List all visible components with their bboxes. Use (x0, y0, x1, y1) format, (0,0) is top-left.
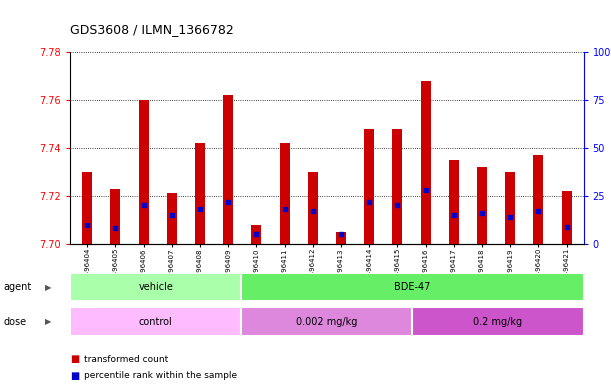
Bar (241, 307, 412, 336)
Bar (412, 307, 584, 336)
Text: dose: dose (3, 316, 26, 327)
Text: 0.002 mg/kg: 0.002 mg/kg (296, 316, 357, 327)
Text: agent: agent (3, 282, 31, 292)
Bar (223, 95, 233, 244)
Bar (167, 194, 177, 244)
Bar (70, 307, 241, 336)
Text: BDE-47: BDE-47 (394, 282, 431, 292)
Bar (111, 189, 120, 244)
Bar (336, 232, 346, 244)
Bar (308, 172, 318, 244)
Bar (505, 172, 515, 244)
Text: ■: ■ (70, 354, 79, 364)
Bar (82, 172, 92, 244)
Bar (562, 191, 571, 244)
Bar (241, 273, 584, 301)
Bar (533, 155, 543, 244)
Bar (70, 273, 241, 301)
Text: 0.2 mg/kg: 0.2 mg/kg (474, 316, 522, 327)
Bar (252, 225, 262, 244)
Text: GDS3608 / ILMN_1366782: GDS3608 / ILMN_1366782 (70, 23, 234, 36)
Bar (449, 160, 459, 244)
Bar (392, 129, 402, 244)
Text: control: control (139, 316, 173, 327)
Bar (477, 167, 487, 244)
Bar (420, 81, 431, 244)
Text: percentile rank within the sample: percentile rank within the sample (84, 371, 237, 380)
Text: vehicle: vehicle (138, 282, 174, 292)
Bar (139, 100, 148, 244)
Bar (195, 143, 205, 244)
Bar (280, 143, 290, 244)
Text: ■: ■ (70, 371, 79, 381)
Text: ▶: ▶ (45, 317, 51, 326)
Text: transformed count: transformed count (84, 354, 168, 364)
Bar (364, 129, 374, 244)
Text: ▶: ▶ (45, 283, 51, 291)
